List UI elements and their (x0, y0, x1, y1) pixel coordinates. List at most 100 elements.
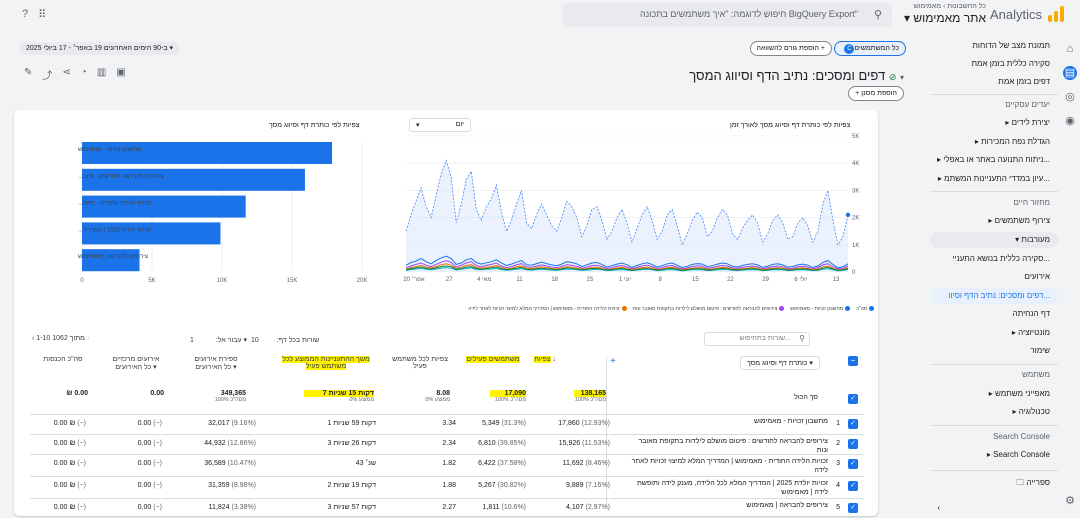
row-title[interactable]: זכויות הלידה החודית - מאמימוש | המדריך ה… (631, 458, 828, 474)
analytics-logo[interactable]: Analytics (990, 6, 1064, 22)
add-filter-button[interactable]: + הוספת מסנן (848, 86, 904, 101)
page-range: ‹ 1-10 מתוך 1062 › (32, 335, 89, 342)
edit-icon[interactable]: ✎ (24, 67, 33, 78)
row-checkbox[interactable]: ✓ (848, 503, 858, 513)
row-title[interactable]: צירופים להבראה | מאמימוש (746, 502, 828, 509)
bar-category-label: זכויות יולדת 2025 | המדריך... (78, 225, 151, 233)
nav-item[interactable]: ▸ טכנולוגיה (1012, 407, 1050, 416)
cell-value: 0.00 (137, 482, 152, 489)
col-header-revenue[interactable]: סה"כ הכנסות (43, 356, 83, 363)
nav-item[interactable]: שימור (1030, 346, 1050, 355)
col-header-active-users[interactable]: משתמשים פעילים (466, 356, 520, 363)
goto-input[interactable]: 1 (190, 337, 194, 344)
share-icon[interactable]: ⋖ (62, 67, 71, 78)
apps-grid-icon[interactable]: ⠿ (38, 9, 47, 21)
bar[interactable] (82, 249, 140, 272)
nav-item[interactable]: ▸ הגדלת נפח המכירות (974, 137, 1050, 146)
col-header-label: משתמשים פעילים (466, 356, 520, 363)
col-header-views-per-user[interactable]: צפיות לכל משתמש פעיל (392, 356, 448, 370)
nav-item[interactable]: ▸ ניתוח התנועה באתר או באפלי... (937, 155, 1050, 164)
bar-chart: 0 5K 10K 15K 20K מחשבון זכויות - מאמימוש צירופ… (78, 142, 367, 284)
granularity-select[interactable]: ▾ יום (409, 118, 471, 132)
table-row[interactable]: ✓ 4 זכויות יולדת 2025 | המדריך המלא לכל הל… (30, 476, 864, 496)
total-value: ₪ 0.00 (66, 390, 88, 397)
table-row[interactable]: ✓ 2 צירופים להבראה לחודשים : פיטום מושלם ל… (30, 434, 864, 454)
reports-nav: תמונת מצב של הדוחות סקירה כללית בזמן אמת… (930, 30, 1058, 516)
dimension-select[interactable]: כותרת דף וסיווג מסך ▾ (740, 356, 820, 370)
table-row[interactable]: ✓ 5 צירופים להבראה | מאמימוש 4,107 (2.97%) 1… (30, 498, 864, 518)
notes-icon[interactable]: ▣ (116, 67, 126, 78)
add-dimension-icon[interactable]: + (610, 356, 616, 367)
row-checkbox[interactable]: ✓ (848, 419, 858, 429)
add-comparison-button[interactable]: הוספת גורם להשוואה + (749, 41, 832, 56)
explore-icon[interactable]: ◎ (1065, 91, 1075, 103)
insights-icon[interactable]: ⤴ (42, 71, 53, 82)
bar[interactable] (82, 195, 246, 218)
total-checkbox[interactable]: ✓ (848, 394, 858, 404)
reports-icon[interactable]: ▤ (1063, 66, 1077, 80)
nav-item[interactable]: ▸ Search Console (986, 450, 1050, 459)
key-event-filter-select[interactable]: כל האירועים ▾ (115, 364, 157, 371)
nav-item[interactable]: ▸ מאפייני משתמש (988, 389, 1050, 398)
nav-item[interactable]: ▸ עיון במדדי התעניינות המשתמ... (937, 174, 1050, 183)
collapse-nav-icon[interactable]: ‹ (937, 503, 940, 512)
compare-icon[interactable]: ◔ (80, 67, 87, 78)
nav-section[interactable]: יעדים עסקיים (1005, 100, 1050, 109)
advertising-icon[interactable]: ◉ (1065, 115, 1075, 127)
table-search-input[interactable]: שורות בתחיפוש... ⚲ (704, 332, 810, 346)
nav-item-active[interactable]: דפים ומסכים: נתיב הדף וסיוו... (930, 288, 1058, 304)
row-checkbox[interactable]: ✓ (848, 439, 858, 449)
nav-item[interactable]: ▸ יצירת לידים (1005, 118, 1050, 127)
nav-item[interactable]: סקירה כללית בזמן אמת (971, 59, 1050, 68)
line-x-tick: 25 (586, 277, 593, 283)
nav-item[interactable]: ▾ מעורבות (930, 232, 1058, 248)
event-filter-select[interactable]: כל האירועים ▾ (195, 364, 237, 371)
row-title[interactable]: מחשבון זכויות - מאמימוש (753, 418, 828, 425)
cell-pct: (−) (77, 420, 86, 427)
search-input[interactable]: חיפוש לדוגמה: "איך משתמשים בתכונה BigQue… (562, 3, 892, 27)
columns-icon[interactable]: ▥ (96, 67, 107, 78)
cell-value: 9,889 (566, 482, 584, 489)
bar[interactable] (82, 168, 305, 191)
nav-section[interactable]: מחזור חיים (1013, 198, 1050, 207)
row-checkbox[interactable]: ✓ (848, 459, 858, 469)
row-avg-engagement: 3 דקות 26 שניות (327, 440, 376, 447)
nav-item[interactable]: ▸ צירוף משתמשים (988, 216, 1050, 225)
gear-icon[interactable]: ⚙ (1065, 495, 1075, 507)
nav-item[interactable]: דף הנחיתה (1012, 309, 1050, 318)
account-picker[interactable]: כל החשבונות › מאמימוש ▾ אתר מאמימוש (904, 3, 986, 25)
col-header-key-events[interactable]: אירועים מרכזיים כל האירועים ▾ (102, 356, 170, 371)
nav-section[interactable]: Search Console (993, 432, 1050, 441)
nav-item[interactable]: תמונת מצב של הדוחות (972, 41, 1050, 50)
col-header-event-count[interactable]: ספירת אירועים כל האירועים ▾ (182, 356, 250, 371)
row-checkbox[interactable]: ✓ (848, 481, 858, 491)
nav-item[interactable]: סקירה כללית בנושא התעניי... (952, 254, 1050, 263)
col-header-views[interactable]: צפיות ↓ (534, 356, 556, 363)
row-title[interactable]: זכויות יולדת 2025 | המדריך המלא לכל הליד… (636, 480, 828, 496)
nav-item[interactable]: אירועים (1024, 272, 1050, 281)
cell-pct: (8.98%) (231, 482, 256, 489)
chevron-down-icon[interactable]: ▾ (243, 337, 248, 344)
home-icon[interactable]: ⌂ (1066, 43, 1074, 55)
row-title[interactable]: צירופים להבראה לחודשים : פיטום מושלם ליל… (638, 438, 829, 454)
library-link[interactable]: 🗀 ספרייה (930, 475, 1058, 491)
row-event-count: 31,359 (8.98%) (196, 482, 256, 489)
total-views: 138,165 100% מסה"כ (574, 390, 606, 403)
segment-chip-all-users[interactable]: C כל המשתמשים (834, 41, 906, 56)
prev-page-icon[interactable]: ‹ (32, 335, 35, 342)
table-row[interactable]: ✓ 3 זכויות הלידה החודית - מאמימוש | המדריך… (30, 454, 864, 474)
col-header-avg-engagement[interactable]: משך ההתעניינות הממוצע לכל משתמש פעיל (276, 356, 376, 370)
table-row[interactable]: ✓ 1 מחשבון זכויות - מאמימוש 17,860 (12.93%)… (30, 414, 864, 434)
title-dropdown-icon[interactable]: ▾ (899, 73, 904, 82)
help-icon[interactable]: ? (22, 8, 29, 20)
nav-item[interactable]: ▸ מונטיזציה (1011, 328, 1050, 337)
rows-per-page-select[interactable]: 10 (251, 337, 259, 344)
next-page-icon[interactable]: › (86, 335, 90, 342)
cell-pct: (9.16%) (231, 420, 256, 427)
bar[interactable] (82, 222, 221, 245)
nav-section[interactable]: משתמש (1021, 370, 1050, 379)
bar[interactable] (82, 142, 333, 164)
select-all-checkbox[interactable]: − (848, 356, 858, 366)
nav-item[interactable]: דפים בזמן אמת (998, 77, 1050, 86)
date-range-picker[interactable]: ב-90 הימים האחרונים 19 באפר׳ - 17 ביולי … (20, 42, 180, 55)
